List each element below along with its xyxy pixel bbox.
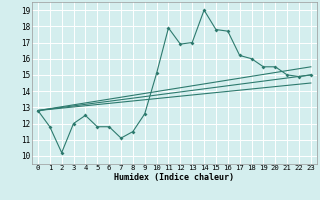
X-axis label: Humidex (Indice chaleur): Humidex (Indice chaleur) [115,173,234,182]
